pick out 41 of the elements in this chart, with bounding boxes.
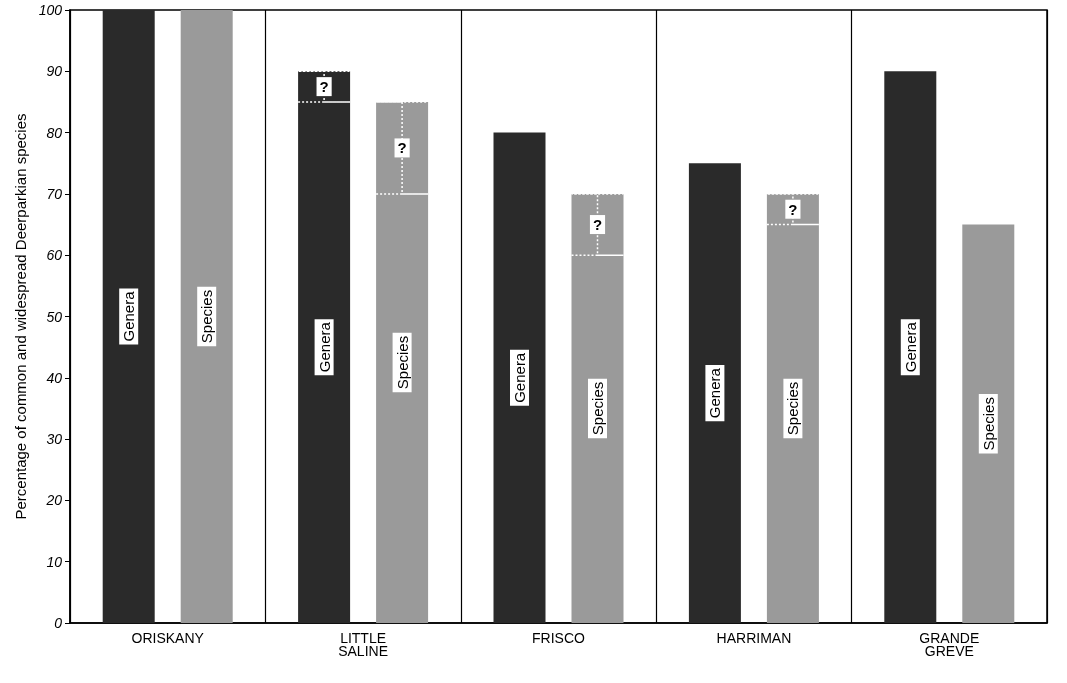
y-tick-label: 50 <box>46 308 63 325</box>
bar <box>376 101 429 623</box>
x-tick-label: ORISKANY <box>131 629 205 646</box>
x-tick-label: LITTLE SALINE <box>338 629 389 659</box>
y-tick-label: 0 <box>54 615 63 631</box>
y-tick-label: 10 <box>46 553 63 570</box>
bar <box>493 132 546 623</box>
y-tick-label: 90 <box>46 63 63 80</box>
y-tick-label: 30 <box>46 431 63 448</box>
x-tick-label: GRANDE GREVE <box>919 629 980 659</box>
y-axis-title: Percentage of common and widespread Deerparkian species <box>11 113 29 520</box>
text: Species <box>589 381 606 436</box>
data-label: ? <box>319 78 329 96</box>
bar <box>298 71 351 623</box>
text: Genera <box>315 322 333 373</box>
bar <box>962 224 1015 623</box>
bar <box>102 10 155 623</box>
bar <box>766 193 819 623</box>
data-label: ? <box>788 200 798 218</box>
data-label: ? <box>592 216 603 234</box>
text: Species <box>393 335 411 390</box>
bar <box>571 193 624 623</box>
y-tick-label: 60 <box>46 247 63 264</box>
series-label: Genera <box>120 290 138 342</box>
text: Genera <box>706 368 724 419</box>
y-tick-label: 70 <box>46 185 63 202</box>
bar <box>180 10 233 623</box>
y-tick-label: 100 <box>38 2 63 18</box>
bar <box>884 71 937 623</box>
y-tick-label: 40 <box>46 369 63 386</box>
x-tick-label: FRISCO <box>532 629 586 646</box>
x-tick-label: HARRIMAN <box>716 629 792 646</box>
text: Genera <box>511 352 528 403</box>
bar <box>688 163 741 623</box>
data-label: ? <box>397 139 407 157</box>
y-tick-label: 80 <box>46 124 63 141</box>
text: Species <box>979 397 997 451</box>
text: Genera <box>901 322 919 373</box>
y-tick-label: 20 <box>45 492 63 509</box>
text: Species <box>784 381 802 436</box>
series-label: Species <box>198 289 216 344</box>
